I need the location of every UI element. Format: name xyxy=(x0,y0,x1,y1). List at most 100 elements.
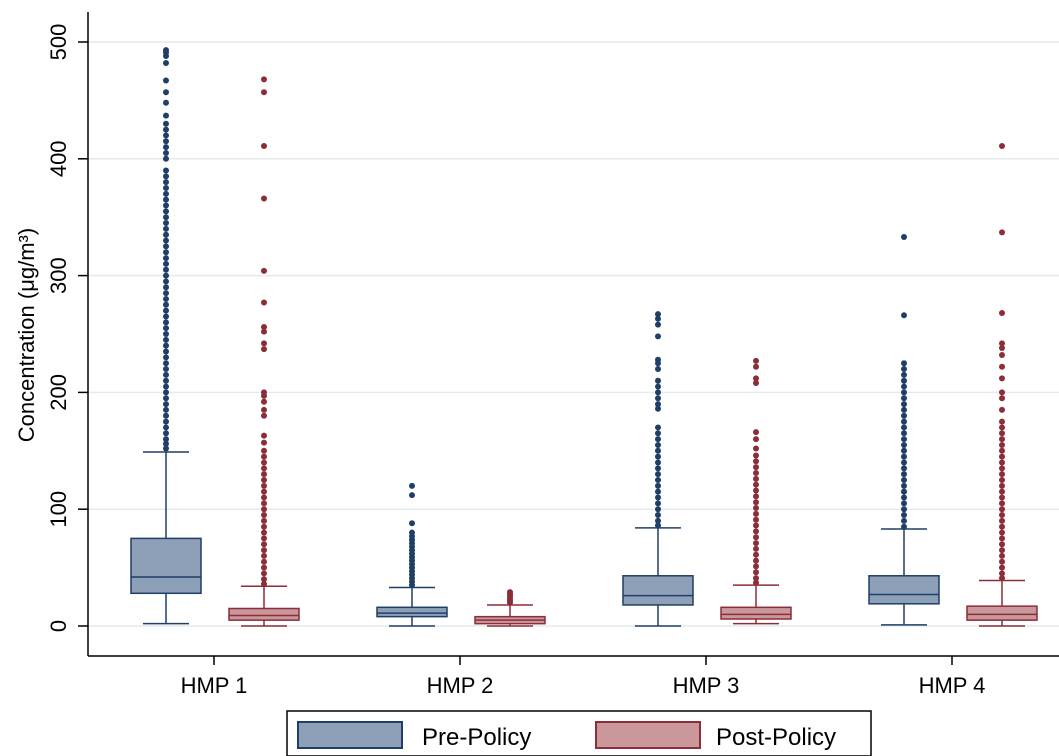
outlier-point xyxy=(163,401,169,408)
outlier-point xyxy=(163,406,169,413)
outlier-point xyxy=(163,225,169,232)
outlier-point xyxy=(163,389,169,396)
outlier-point xyxy=(655,401,661,408)
outlier-point xyxy=(163,424,169,431)
outlier-point xyxy=(999,575,1005,582)
outlier-point xyxy=(163,89,169,96)
outlier-point xyxy=(655,506,661,513)
outlier-point xyxy=(261,328,267,335)
outlier-point xyxy=(901,389,907,396)
outlier-point xyxy=(901,418,907,425)
outlier-point xyxy=(261,453,267,460)
outlier-point xyxy=(163,138,169,145)
outlier-point xyxy=(753,569,759,576)
outlier-point xyxy=(163,120,169,127)
outlier-point xyxy=(753,357,759,364)
outlier-point xyxy=(999,477,1005,483)
outlier-point xyxy=(163,325,169,332)
outlier-point xyxy=(999,564,1005,571)
outlier-point xyxy=(901,441,907,448)
outlier-point xyxy=(655,441,661,448)
outlier-point xyxy=(163,237,169,244)
outlier-point xyxy=(163,179,169,186)
outlier-point xyxy=(753,516,759,523)
axis-layer: Concentration (μg/m³) xyxy=(14,12,1059,657)
outlier-point xyxy=(655,333,661,340)
outlier-point xyxy=(999,424,1005,431)
outlier-point xyxy=(261,535,267,542)
outlier-point xyxy=(261,564,267,571)
outlier-point xyxy=(261,465,267,472)
y-tick-label: 0 xyxy=(46,620,71,632)
outlier-point xyxy=(901,471,907,478)
outlier-point xyxy=(999,488,1005,495)
box-pre-policy-4 xyxy=(868,234,940,626)
outlier-point xyxy=(753,551,759,558)
outlier-point xyxy=(753,534,759,541)
outlier-point xyxy=(163,348,169,355)
outlier-point xyxy=(261,142,267,149)
outlier-point xyxy=(999,309,1005,316)
outlier-point xyxy=(261,89,267,96)
outlier-point xyxy=(163,149,169,156)
outlier-point xyxy=(999,465,1005,472)
outlier-point xyxy=(261,323,267,330)
box-post-policy-2 xyxy=(474,589,546,627)
outlier-point xyxy=(655,356,661,363)
outlier-point xyxy=(261,447,267,454)
outlier-point xyxy=(901,453,907,460)
outlier-point xyxy=(753,475,759,482)
legend-label-pre-policy: Pre-Policy xyxy=(422,724,531,751)
outlier-point xyxy=(753,563,759,570)
outlier-point xyxy=(655,395,661,402)
outlier-point xyxy=(753,469,759,476)
outlier-point xyxy=(655,315,661,322)
iqr-box xyxy=(720,606,792,620)
outlier-point xyxy=(753,481,759,488)
outlier-point xyxy=(163,377,169,384)
outlier-point xyxy=(655,311,661,318)
outlier-point xyxy=(901,488,907,495)
outlier-point xyxy=(261,506,267,513)
outlier-point xyxy=(901,517,907,524)
outlier-point xyxy=(163,440,169,447)
outlier-point xyxy=(999,418,1005,425)
outlier-point xyxy=(163,371,169,378)
outlier-point xyxy=(163,412,169,419)
outlier-point xyxy=(901,406,907,413)
outlier-point xyxy=(163,383,169,390)
outlier-point xyxy=(655,424,661,431)
outlier-point xyxy=(901,412,907,419)
outlier-point xyxy=(999,529,1005,536)
iqr-box xyxy=(376,606,448,618)
outlier-point xyxy=(655,447,661,454)
outlier-point xyxy=(999,389,1005,396)
outlier-point xyxy=(655,517,661,524)
outlier-point xyxy=(753,557,759,564)
outlier-point xyxy=(901,523,907,530)
iqr-box xyxy=(868,575,940,605)
outlier-point xyxy=(163,266,169,273)
box-post-policy-1 xyxy=(228,76,300,627)
outlier-point xyxy=(163,313,169,320)
outlier-point xyxy=(163,167,169,174)
outlier-point xyxy=(999,436,1005,443)
outlier-point xyxy=(753,429,759,436)
outlier-point xyxy=(901,512,907,519)
outlier-point xyxy=(999,512,1005,519)
outlier-point xyxy=(655,383,661,390)
outlier-point xyxy=(163,243,169,250)
outlier-point xyxy=(753,579,759,586)
outlier-point xyxy=(901,436,907,443)
y-tick-label: 400 xyxy=(46,140,71,177)
iqr-box xyxy=(622,575,694,606)
outlier-point xyxy=(261,523,267,530)
outlier-point xyxy=(999,506,1005,513)
outlier-point xyxy=(999,447,1005,454)
outlier-point xyxy=(163,144,169,151)
outlier-point xyxy=(163,47,169,54)
outlier-point xyxy=(163,272,169,279)
y-axis-title: Concentration (μg/m³) xyxy=(14,228,39,442)
outlier-point xyxy=(655,471,661,478)
outlier-point xyxy=(163,331,169,337)
